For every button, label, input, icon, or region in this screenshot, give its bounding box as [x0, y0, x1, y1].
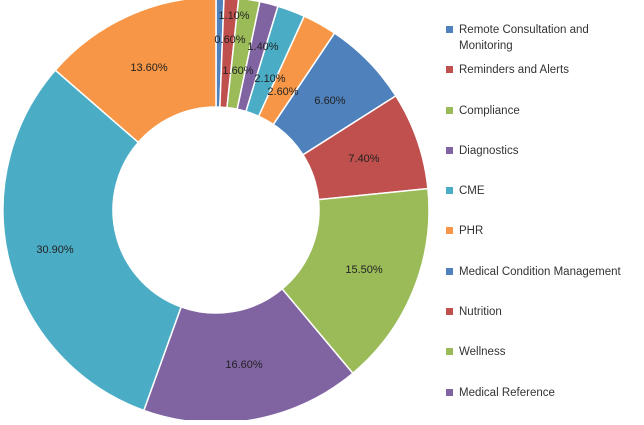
legend-item: Wellness	[446, 344, 642, 384]
donut-slices	[2, 0, 430, 420]
legend-label: Nutrition	[459, 306, 502, 319]
legend-item: Remote Consultation and Monitoring	[446, 22, 642, 62]
legend-item: Diagnostics	[446, 143, 642, 183]
donut-chart: 0.60% 1.10% 1.60% 1.40% 2.10%2.60% 6.60% 7.40%…	[2, 0, 430, 420]
legend-label: PHR	[459, 225, 484, 238]
legend-item: Reminders and Alerts	[446, 62, 642, 102]
slice-data-label: 13.60%	[130, 62, 168, 74]
legend-swatch	[446, 187, 453, 195]
legend-swatch	[446, 267, 453, 275]
legend-label: Reminders and Alerts	[459, 64, 569, 77]
legend-swatch	[446, 66, 453, 74]
slice-data-label: 15.50%	[345, 264, 383, 276]
legend-item: Medical Condition Management	[446, 264, 642, 304]
donut-slice	[2, 69, 183, 412]
legend-swatch	[446, 308, 453, 316]
legend-label: Wellness	[459, 346, 506, 359]
legend-label: Medical Reference	[459, 386, 555, 399]
legend-label: CME	[459, 185, 485, 198]
legend-label: Compliance	[459, 104, 520, 117]
legend-swatch	[446, 348, 453, 356]
legend-swatch	[446, 106, 453, 114]
legend-label: Diagnostics	[459, 144, 519, 157]
slice-data-label: 16.60%	[225, 359, 263, 371]
legend-item: CME	[446, 183, 642, 223]
slice-data-label: 1.10%	[218, 10, 249, 22]
legend-item: Nutrition	[446, 304, 642, 344]
slice-data-label: 30.90%	[36, 244, 74, 256]
slice-data-label: 2.60%	[267, 86, 298, 98]
slice-labels: 0.60% 1.10% 1.60% 1.40% 2.10%2.60% 6.60% 7.40%…	[36, 10, 383, 371]
donut-slice	[281, 187, 430, 375]
legend-swatch	[446, 227, 453, 235]
legend-swatch	[446, 26, 453, 33]
donut-slice	[142, 287, 354, 420]
donut-slice	[54, 0, 217, 144]
chart-legend: Remote Consultation and Monitoring Remind…	[446, 22, 642, 425]
legend-item: PHR	[446, 223, 642, 263]
legend-swatch	[446, 388, 453, 396]
slice-data-label: 2.10%	[254, 73, 285, 85]
slice-data-label: 6.60%	[314, 95, 345, 107]
slice-data-label: 0.60%	[214, 34, 245, 46]
slice-data-label: 1.60%	[222, 65, 253, 77]
legend-swatch	[446, 146, 453, 154]
slice-data-label: 1.40%	[247, 41, 278, 53]
legend-label: Remote Consultation and Monitoring	[459, 24, 589, 52]
legend-item: Compliance	[446, 103, 642, 143]
slice-data-label: 7.40%	[348, 153, 379, 165]
legend-item: Medical Reference	[446, 385, 642, 425]
legend-label: Medical Condition Management	[459, 265, 621, 278]
